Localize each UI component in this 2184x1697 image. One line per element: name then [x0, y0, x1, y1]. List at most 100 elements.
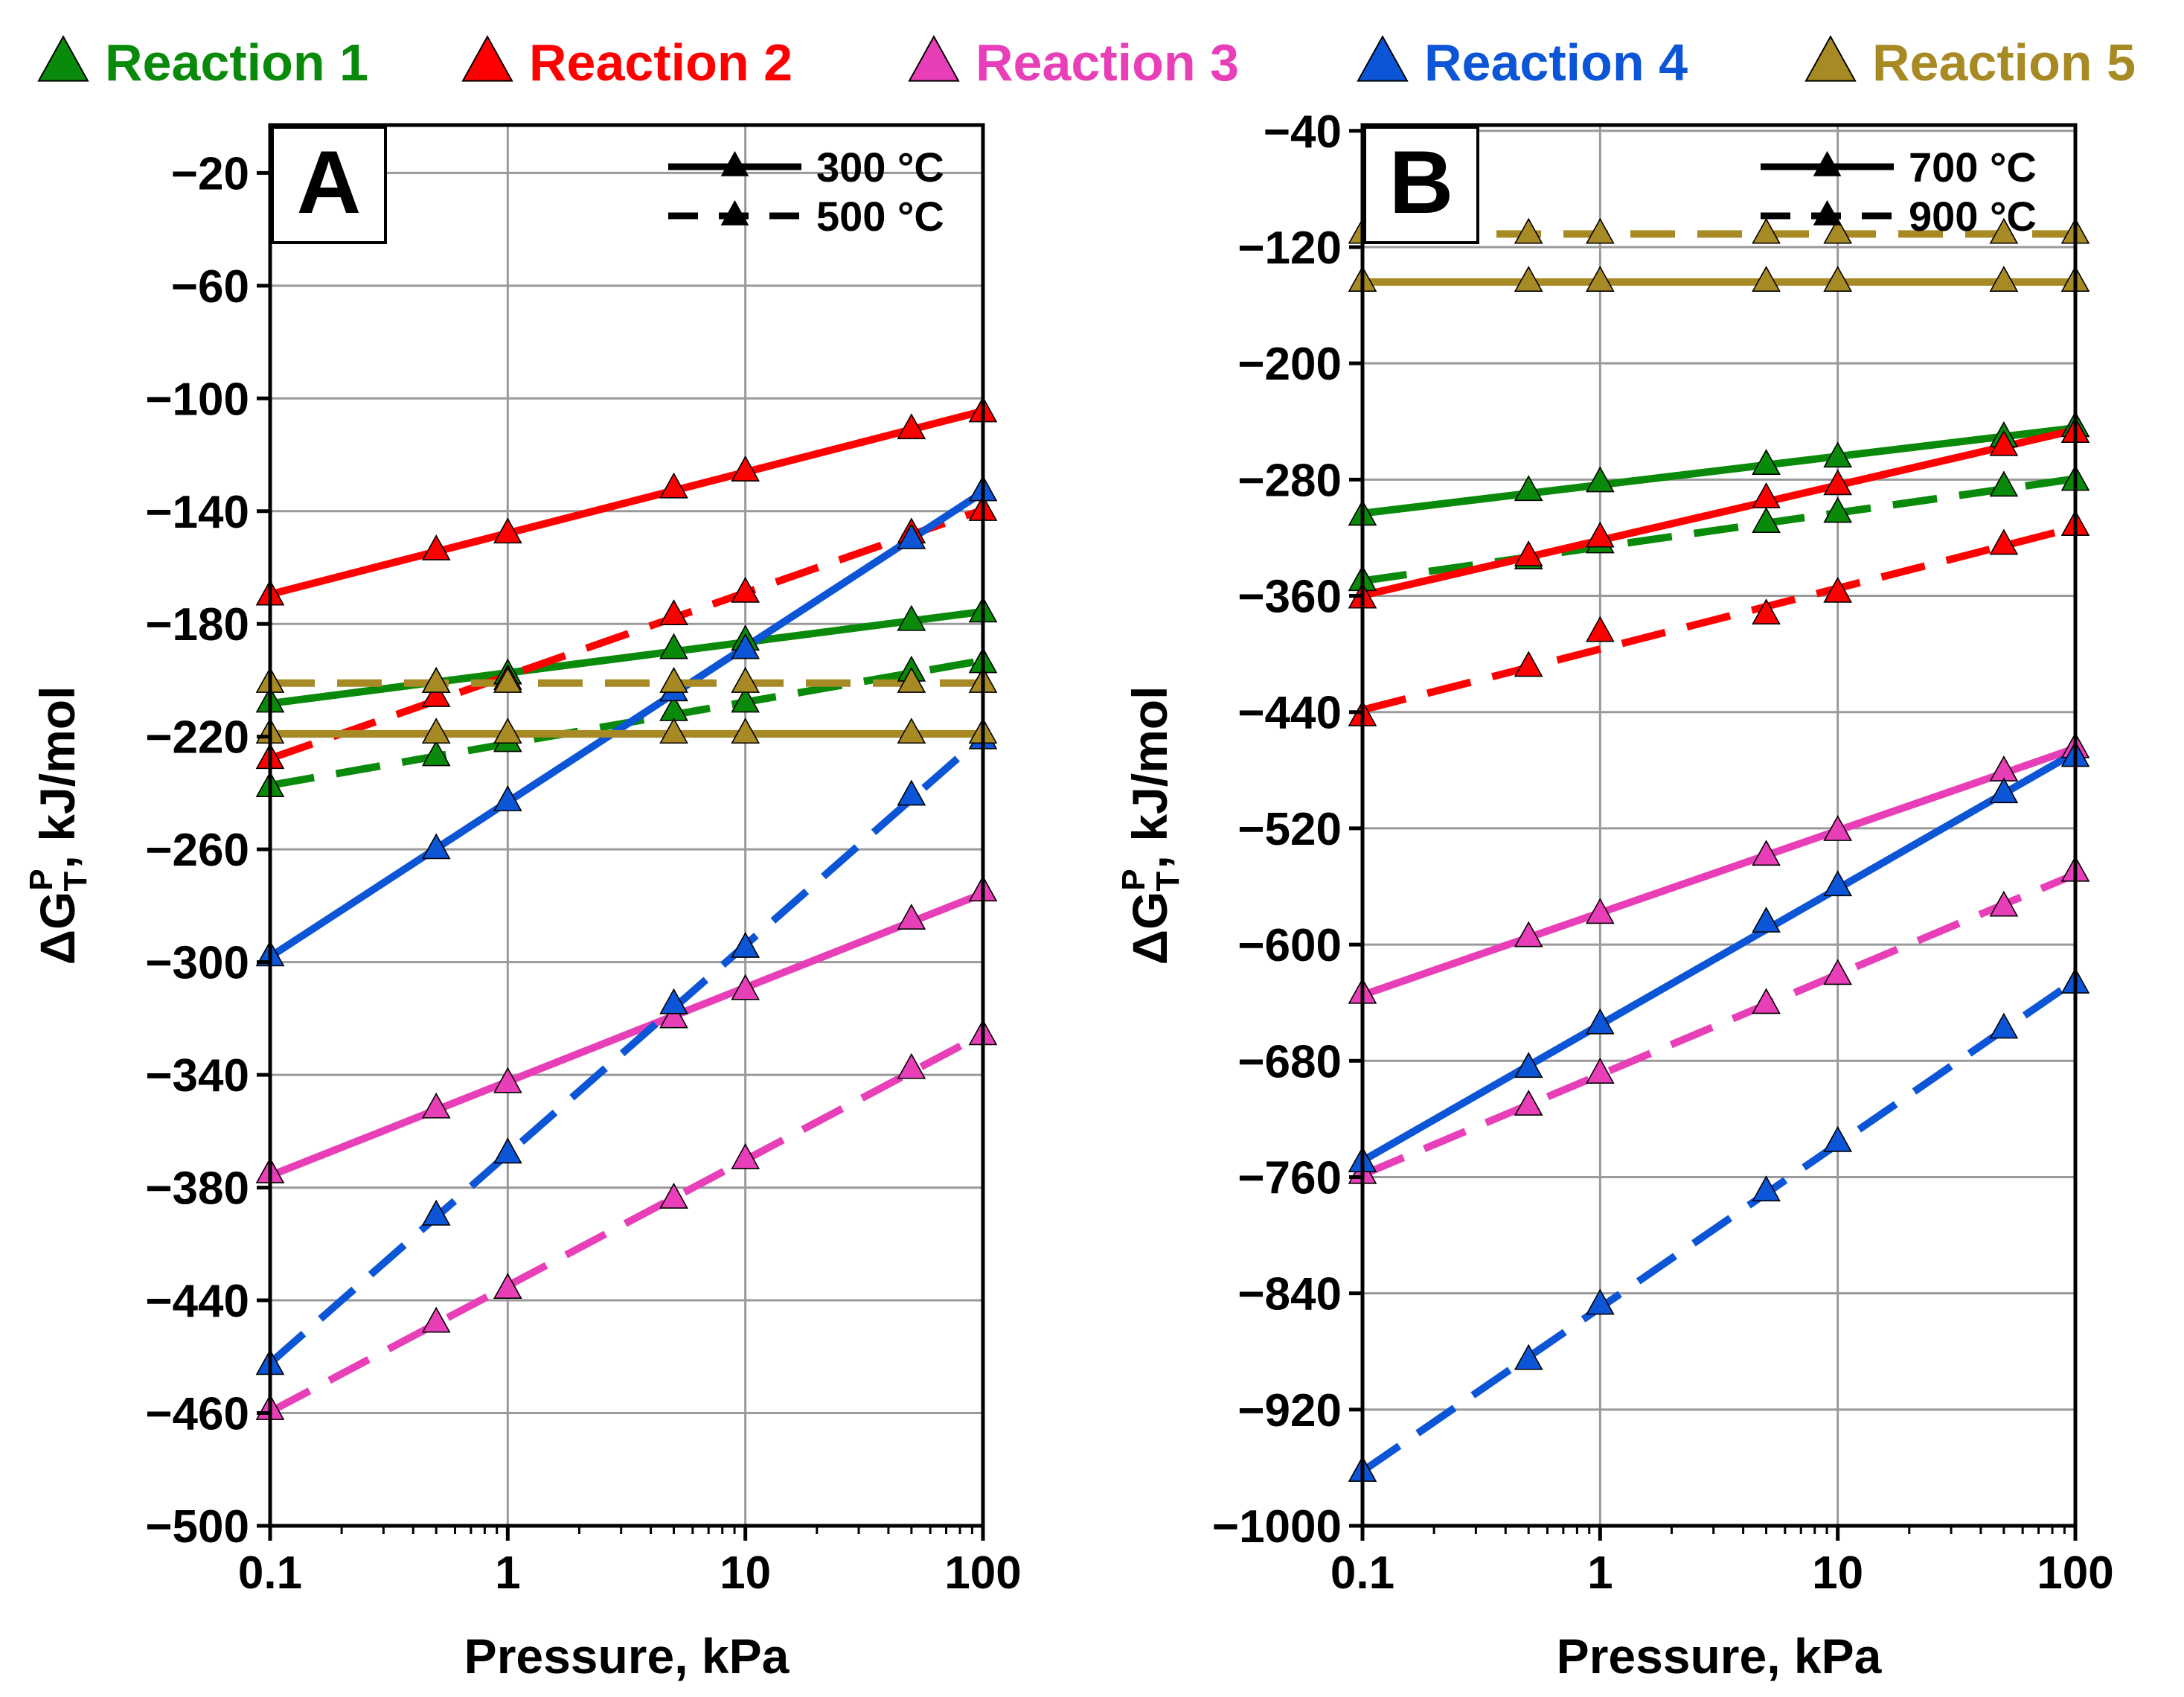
data-marker — [659, 718, 688, 744]
legend: Reaction 1 Reaction 2 Reaction 3 Reaction 4… — [37, 33, 2136, 92]
data-marker — [1823, 496, 1853, 523]
plot-frame — [268, 123, 985, 1528]
data-marker — [1752, 988, 1781, 1014]
data-marker — [1585, 466, 1615, 493]
data-marker — [1752, 266, 1781, 292]
data-marker — [897, 904, 926, 930]
legend-label: Reaction 4 — [1424, 33, 1688, 92]
data-marker — [421, 1306, 451, 1333]
data-marker — [421, 740, 451, 767]
data-marker — [1823, 217, 1853, 244]
data-marker — [897, 667, 926, 693]
x-tick-label: 10 — [720, 1547, 771, 1599]
data-marker — [1752, 217, 1781, 244]
data-marker — [1752, 598, 1781, 625]
y-tick-label: −120 — [1237, 223, 1342, 274]
data-marker — [493, 667, 522, 693]
series-line — [270, 1030, 983, 1416]
data-marker — [731, 1142, 760, 1169]
data-marker — [1989, 1012, 2019, 1039]
temperature-legend-marker-icon — [720, 199, 749, 226]
y-tick-label: −340 — [145, 1050, 249, 1102]
data-marker — [421, 1199, 451, 1226]
data-marker — [421, 1092, 451, 1119]
y-tick-label: −920 — [1237, 1385, 1342, 1436]
temperature-legend-marker-icon — [720, 150, 749, 176]
data-marker — [897, 522, 926, 549]
y-tick-label: −520 — [1237, 804, 1342, 855]
series-group — [1362, 230, 2075, 1474]
y-tick-label: −140 — [145, 487, 249, 538]
y-tick-label: −180 — [145, 599, 249, 651]
data-marker — [1752, 507, 1781, 534]
panel-a: −20 −60 −100 −140 −180 −220 −260 −300 −340 −380 −4… — [23, 123, 1022, 1684]
data-marker — [1585, 1008, 1615, 1035]
data-marker — [731, 456, 760, 482]
series-line — [270, 889, 983, 1180]
x-tick-label: 100 — [2037, 1547, 2113, 1599]
legend-marker-icon — [908, 35, 960, 82]
data-marker — [731, 718, 760, 744]
data-marker — [659, 988, 688, 1014]
data-marker — [897, 1052, 926, 1079]
data-marker — [421, 534, 451, 560]
y-tick-label: −20 — [171, 148, 249, 199]
data-marker — [1823, 959, 1853, 985]
data-marker — [731, 576, 760, 603]
data-marker — [1585, 266, 1615, 292]
data-marker — [493, 517, 522, 544]
series-line — [1362, 744, 2075, 999]
data-marker — [1989, 429, 2019, 456]
legend-label: Reaction 3 — [976, 33, 1239, 92]
series-group — [270, 407, 983, 1416]
markers-group — [1348, 217, 2090, 1482]
legend-marker-icon — [1804, 35, 1857, 82]
legend-marker-icon — [461, 35, 513, 82]
data-marker — [1989, 890, 2019, 917]
data-marker — [731, 686, 760, 713]
temperature-legend-marker-icon — [1813, 199, 1842, 226]
data-marker — [1752, 482, 1781, 508]
series-line — [1362, 749, 2075, 1164]
panel-label-box: A — [271, 126, 387, 244]
data-marker — [659, 472, 688, 499]
data-marker — [1752, 1175, 1781, 1202]
y-tick-label: −440 — [145, 1276, 249, 1327]
series-line — [1362, 424, 2075, 517]
series-line — [1362, 475, 2075, 585]
plot-frame — [1360, 123, 2078, 1528]
data-marker — [731, 667, 760, 693]
series-line — [1362, 871, 2075, 1178]
data-marker — [897, 718, 926, 744]
y-tick-label: −100 — [145, 374, 249, 425]
temperature-legend-label: 900 °C — [1909, 193, 2037, 240]
data-marker — [1989, 528, 2019, 555]
data-marker — [1514, 266, 1543, 292]
y-axis-label: ΔGTP, kJ/mol — [1115, 686, 1186, 965]
data-marker — [1823, 870, 1853, 897]
panel-label-box: B — [1363, 126, 1479, 244]
panel-label: B — [1389, 132, 1454, 232]
y-tick-label: −440 — [1237, 688, 1342, 739]
data-marker — [1514, 651, 1543, 677]
data-marker — [1989, 470, 2019, 497]
data-marker — [421, 718, 451, 744]
data-marker — [1585, 898, 1615, 924]
data-marker — [1823, 576, 1853, 603]
data-marker — [493, 718, 522, 744]
data-marker — [731, 931, 760, 958]
data-marker — [897, 413, 926, 440]
data-marker — [1514, 1090, 1543, 1116]
y-tick-label: −60 — [171, 261, 249, 313]
x-tick-label: 100 — [944, 1547, 1021, 1599]
data-marker — [1514, 1052, 1543, 1078]
data-marker — [897, 779, 926, 806]
data-marker — [1823, 815, 1853, 841]
data-marker — [1823, 266, 1853, 292]
data-marker — [421, 680, 451, 707]
panel-b: −40 −120 −200 −280 −360 −440 −520 −600 −680 −760 −… — [1115, 106, 2114, 1684]
data-marker — [1585, 616, 1615, 642]
y-tick-label: −40 — [1264, 106, 1342, 158]
